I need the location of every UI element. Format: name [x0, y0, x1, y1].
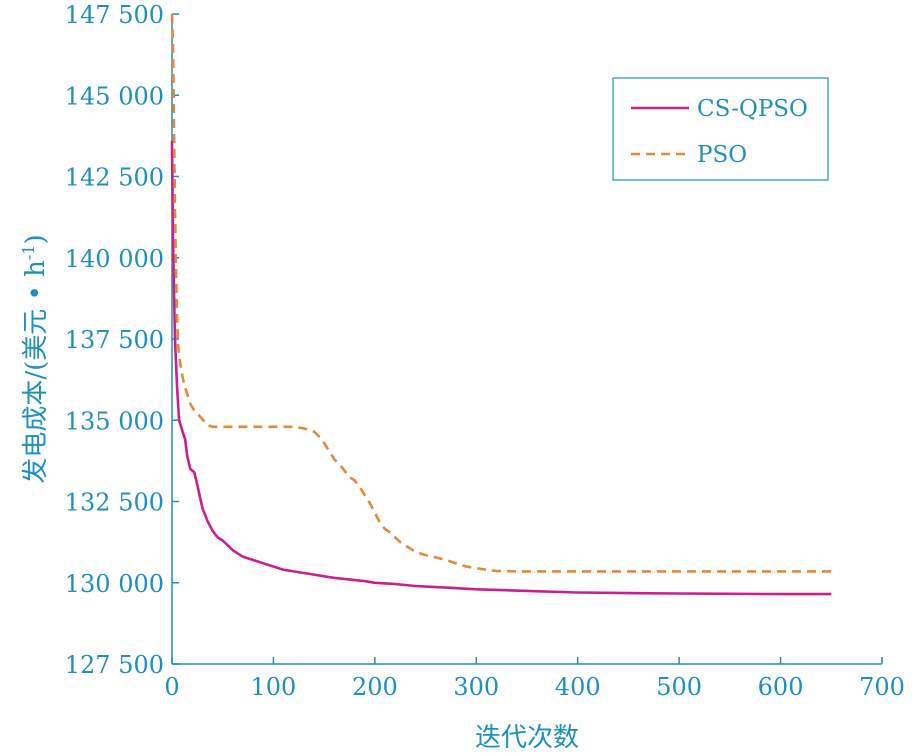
y-tick-label: 145 000 — [65, 82, 164, 110]
x-tick-label: 0 — [164, 673, 179, 701]
y-tick-label: 127 500 — [65, 651, 164, 679]
x-tick-label: 500 — [656, 673, 702, 701]
y-tick-label: 142 500 — [65, 164, 164, 192]
x-tick-label: 200 — [352, 673, 398, 701]
x-axis-title: 迭代次数 — [475, 723, 579, 753]
x-tick-label: 700 — [859, 673, 905, 701]
series-line-cs-qpso — [170, 140, 832, 596]
axes: 0 100 200 300 400 500 600 700 127 500 130 000 132 … — [65, 1, 905, 701]
y-tick-label: 147 500 — [65, 1, 164, 29]
x-tick-label: 300 — [453, 673, 499, 701]
legend: CS-QPSO PSO — [612, 77, 829, 181]
y-axis-title-close: ) — [21, 234, 51, 244]
legend-box — [612, 77, 829, 181]
y-tick-label: 140 000 — [65, 245, 164, 273]
series-line-pso — [170, 13, 832, 573]
y-tick-label: 132 500 — [65, 489, 164, 517]
x-tick-label: 100 — [251, 673, 297, 701]
legend-label: CS-QPSO — [697, 96, 808, 122]
y-axis-title: 发电成本/(美元 • h-1) — [19, 234, 51, 483]
series-layer — [170, 13, 832, 596]
x-tick-label: 400 — [555, 673, 601, 701]
legend-label: PSO — [697, 142, 747, 168]
y-tick-label: 135 000 — [65, 407, 164, 435]
y-tick-label: 137 500 — [65, 326, 164, 354]
x-tick-label: 600 — [758, 673, 804, 701]
y-axis-title-main: 发电成本/(美元 • h — [21, 260, 51, 484]
y-axis-title-superscript: -1 — [19, 245, 38, 261]
y-tick-label: 130 000 — [65, 570, 164, 598]
